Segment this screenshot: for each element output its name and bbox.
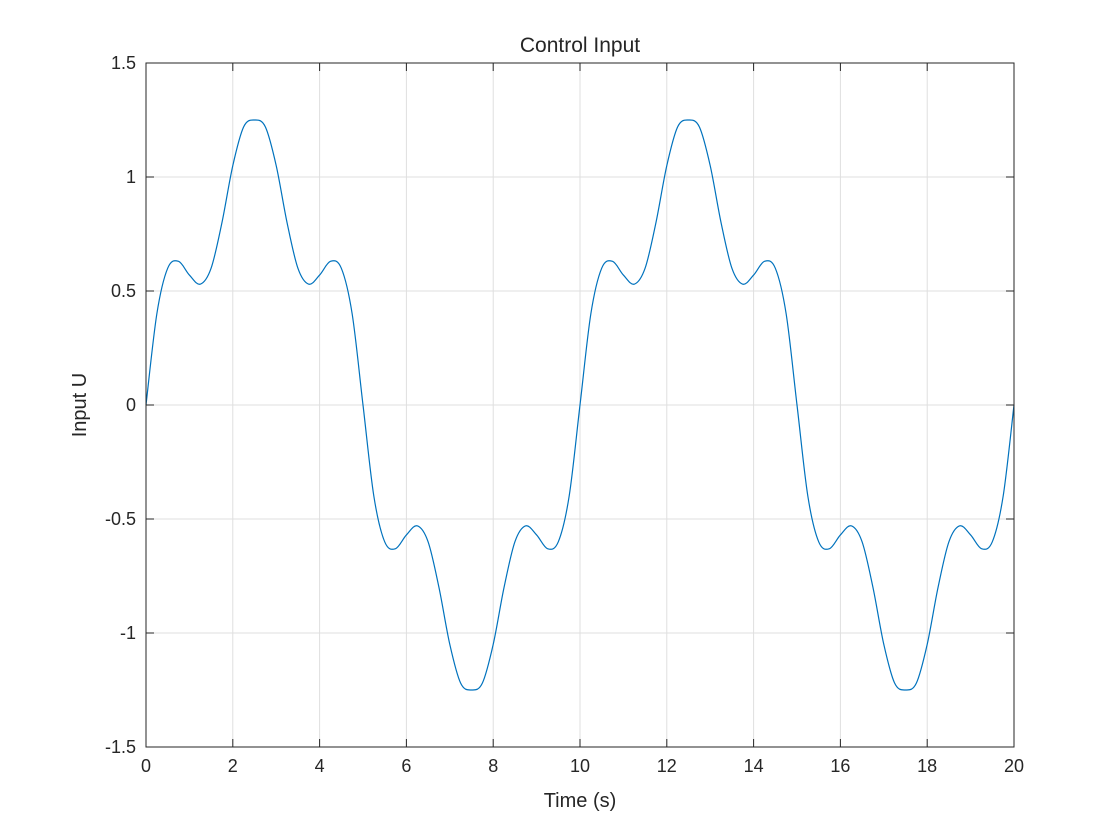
y-tick-label: 0 <box>126 395 136 415</box>
x-tick-label: 8 <box>488 756 498 776</box>
x-tick-label: 0 <box>141 756 151 776</box>
x-tick-label: 20 <box>1004 756 1024 776</box>
y-tick-label: 1.5 <box>111 53 136 73</box>
x-tick-label: 14 <box>744 756 764 776</box>
x-tick-label: 4 <box>315 756 325 776</box>
tick-labels: 0 2 4 6 8 10 12 14 16 18 20 -1.5 -1 -0.5 0 0.5 1 1.5 <box>105 53 1024 776</box>
y-axis-title: Input U <box>69 373 91 437</box>
chart-title: Control Input <box>520 34 640 57</box>
x-axis-title: Time (s) <box>544 790 617 812</box>
x-tick-label: 18 <box>917 756 937 776</box>
ticks <box>145 62 1015 748</box>
y-tick-label: -1 <box>120 623 136 643</box>
x-tick-label: 6 <box>401 756 411 776</box>
y-tick-label: 0.5 <box>111 281 136 301</box>
series-layer <box>145 119 1015 691</box>
x-tick-label: 10 <box>570 756 590 776</box>
x-tick-label: 12 <box>657 756 677 776</box>
series-line-input-u <box>145 119 1015 691</box>
y-tick-label: -1.5 <box>105 737 136 757</box>
y-tick-label: -0.5 <box>105 509 136 529</box>
y-tick-label: 1 <box>126 167 136 187</box>
x-tick-label: 16 <box>830 756 850 776</box>
x-tick-label: 2 <box>228 756 238 776</box>
